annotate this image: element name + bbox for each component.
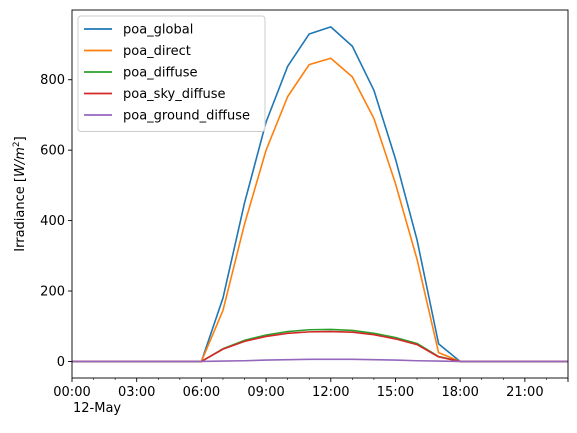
x-tick-label: 21:00 xyxy=(506,385,543,400)
legend: poa_global poa_direct poa_diffuse poa_sky_d… xyxy=(78,16,265,132)
y-tick-label: 200 xyxy=(40,285,65,300)
legend-label-poa_direct: poa_direct xyxy=(123,44,191,59)
x-tick-label: 15:00 xyxy=(377,385,414,400)
x-tick-label: 18:00 xyxy=(441,385,478,400)
series-line-poa_diffuse xyxy=(72,329,568,361)
legend-label-poa_global: poa_global xyxy=(123,23,193,38)
y-axis-label: Irradiance [W/m2] xyxy=(12,136,28,251)
x-tick-label: 03:00 xyxy=(118,385,155,400)
legend-label-poa_diffuse: poa_diffuse xyxy=(123,66,198,81)
y-tick-label: 0 xyxy=(57,355,65,370)
series-line-poa_sky_diffuse xyxy=(72,332,568,362)
x-tick-label: 00:00 xyxy=(53,385,90,400)
legend-label-poa_ground_diffuse: poa_ground_diffuse xyxy=(123,109,250,124)
x-tick-label: 09:00 xyxy=(247,385,284,400)
x-tick-label: 06:00 xyxy=(183,385,220,400)
y-axis: 0 200 400 600 800 xyxy=(40,73,72,370)
y-tick-label: 800 xyxy=(40,73,65,88)
legend-label-poa_sky_diffuse: poa_sky_diffuse xyxy=(123,87,226,102)
y-tick-label: 600 xyxy=(40,144,65,159)
y-tick-label: 400 xyxy=(40,214,65,229)
x-axis: 00:00 03:00 06:00 09:00 12:00 15:00 18:00 21:00… xyxy=(53,378,568,416)
x-date-label: 12-May xyxy=(73,401,121,416)
series-line-poa_ground_diffuse xyxy=(72,359,568,361)
x-tick-label: 12:00 xyxy=(312,385,349,400)
